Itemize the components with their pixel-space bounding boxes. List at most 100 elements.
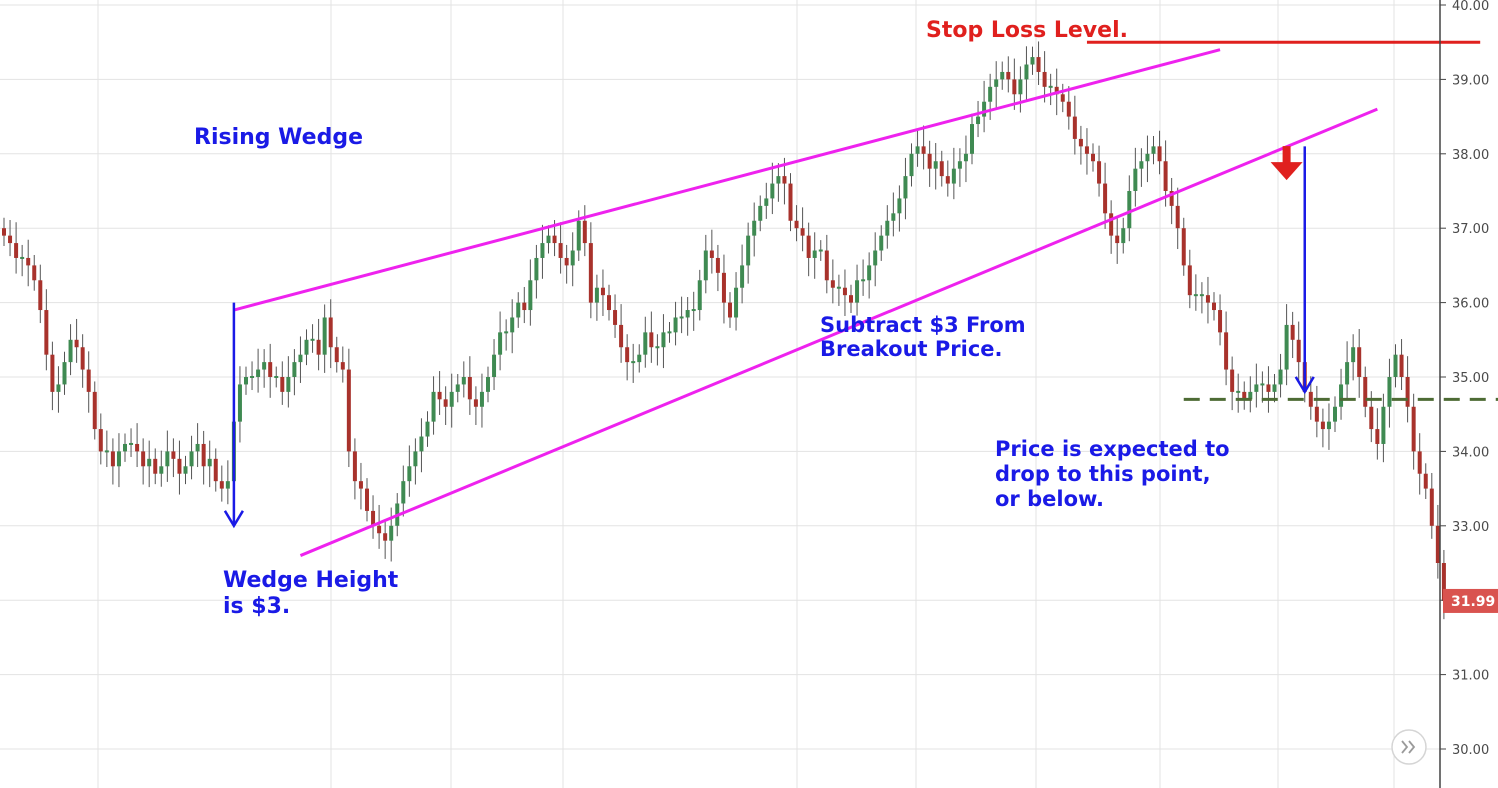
candle-body: [1254, 384, 1259, 392]
candle-body: [1127, 191, 1132, 229]
y-tick-label: 38.00: [1452, 148, 1489, 163]
candle-body: [425, 421, 430, 437]
candle-body: [794, 220, 799, 229]
candle-body: [340, 362, 345, 370]
candle-body: [649, 332, 654, 348]
candle-body: [38, 280, 43, 311]
candle-body: [504, 331, 509, 334]
candle-body: [1084, 146, 1089, 154]
candle-body: [1103, 183, 1108, 214]
candle-body: [292, 362, 297, 377]
candle-body: [431, 391, 436, 422]
candle-body: [389, 525, 394, 541]
candle-body: [830, 280, 835, 288]
subtract-label-line1: Subtract $3 From: [820, 313, 1026, 337]
pattern-overlay: [223, 40, 1498, 557]
candle-body: [467, 377, 472, 400]
candle-body: [951, 168, 956, 184]
candle-body: [1115, 235, 1120, 244]
candle-body: [419, 436, 424, 452]
candle-body: [873, 250, 878, 266]
candle-body: [1387, 377, 1392, 407]
price-axis: 30.00 31.00 33.00 34.00 35.00 36.00 37.00 38.00…: [1439, 0, 1489, 788]
candle-body: [1048, 85, 1053, 88]
candle-body: [976, 116, 981, 125]
candle-body: [280, 377, 285, 392]
candle-body: [1248, 391, 1253, 400]
candle-body: [92, 391, 97, 430]
candle-body: [1151, 146, 1156, 154]
candle-body: [594, 287, 599, 303]
candle-body: [1417, 451, 1422, 474]
candle-body: [346, 369, 351, 452]
candle-body: [1333, 406, 1337, 422]
candle-body: [758, 205, 763, 221]
upper-trendline: [233, 48, 1221, 312]
candle-body: [1109, 213, 1114, 236]
candle-body: [945, 176, 950, 184]
candle-body: [250, 376, 255, 378]
candle-body: [1157, 146, 1162, 162]
candle-body: [74, 339, 79, 348]
candle-body: [927, 153, 932, 169]
expected-label-line1: Price is expected to: [995, 437, 1230, 461]
scroll-button-circle[interactable]: [1391, 729, 1427, 765]
candle-body: [812, 250, 817, 258]
candle-body: [104, 450, 109, 453]
candle-body: [401, 481, 406, 504]
candle-body: [1429, 488, 1434, 526]
candle-body: [746, 235, 751, 266]
candle-body: [667, 331, 672, 334]
candle-body: [207, 458, 212, 467]
candle-body: [1139, 161, 1144, 169]
candle-body: [661, 332, 666, 348]
candle-body: [1441, 563, 1446, 601]
candle-body: [1199, 294, 1204, 297]
candle-body: [510, 317, 515, 333]
y-tick-label: 33.00: [1452, 520, 1489, 535]
candle-body: [244, 377, 248, 385]
candle-body: [552, 235, 557, 244]
candle-body: [988, 86, 993, 102]
candle-body: [479, 391, 484, 407]
candle-body: [631, 361, 636, 364]
candle-body: [879, 235, 884, 251]
candle-body: [147, 458, 152, 467]
candle-body: [8, 235, 13, 244]
candle-body: [1326, 421, 1331, 430]
candle-body: [352, 451, 357, 482]
candle-body: [697, 280, 702, 311]
double-chevron-right-icon: [1401, 740, 1416, 754]
stop-loss-label: Stop Loss Level.: [926, 18, 1128, 43]
candle-body: [1078, 138, 1083, 147]
candle-body: [849, 295, 853, 303]
target-arrow-head: [1294, 376, 1315, 395]
candle-body: [885, 220, 890, 236]
candle-body: [1145, 153, 1150, 162]
candle-body: [1345, 362, 1350, 385]
candle-body: [963, 153, 968, 162]
rising-wedge-label: Rising Wedge: [194, 125, 363, 150]
candle-body: [304, 339, 309, 355]
candle-body: [365, 488, 369, 511]
candle-body: [473, 399, 478, 407]
candle-body: [256, 369, 261, 377]
candle-body: [540, 243, 545, 258]
candle-body: [770, 183, 775, 199]
candle-body: [534, 257, 539, 281]
candle-body: [939, 161, 944, 177]
candle-body: [1369, 406, 1374, 430]
scroll-to-latest-button[interactable]: [1391, 729, 1427, 765]
y-tick-label: 39.00: [1452, 73, 1489, 88]
candle-body: [1024, 64, 1029, 80]
candle-body: [26, 257, 31, 266]
last-price-badge: 31.99: [1443, 588, 1498, 613]
candle-body: [1278, 369, 1283, 385]
candle-body: [957, 161, 962, 169]
candle-body: [582, 220, 587, 244]
candle-body: [1072, 116, 1077, 139]
candle-body: [1218, 310, 1223, 333]
candle-body: [570, 250, 575, 266]
candle-body: [1260, 383, 1265, 386]
candle-body: [322, 317, 327, 355]
